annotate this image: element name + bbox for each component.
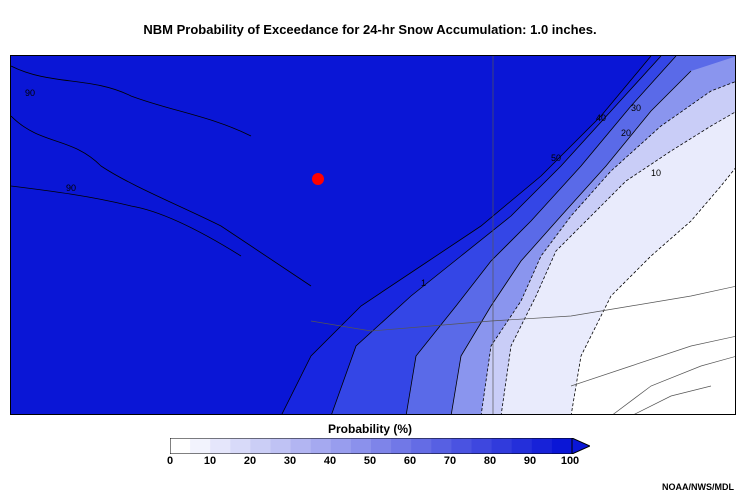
tick-label: 40 — [323, 455, 337, 467]
dashed-contours — [480, 81, 735, 414]
boundary-lines — [310, 56, 735, 414]
colorbar-cell — [511, 438, 533, 454]
color-bar — [170, 438, 590, 454]
tick-label: 80 — [483, 455, 497, 467]
map-title: NBM Probability of Exceedance for 24-hr … — [143, 22, 597, 37]
location-marker — [312, 173, 324, 185]
contour-label: 50 — [551, 153, 561, 163]
probability-map[interactable]: 90 90 50 40 30 20 10 1 — [10, 55, 736, 415]
contour-label: 20 — [621, 128, 631, 138]
colorbar-cell — [310, 438, 332, 454]
colorbar-cell — [391, 438, 412, 454]
tick-label: 50 — [363, 455, 377, 467]
colorbar-cell — [471, 438, 493, 454]
colorbar-cell — [411, 438, 432, 454]
tick-label: 90 — [523, 455, 537, 467]
colorbar-cell — [330, 438, 352, 454]
contour-lines — [11, 56, 692, 414]
colorbar-cell — [290, 438, 312, 454]
colorbar-ticks: 0 10 20 30 40 50 60 70 80 90 100 — [166, 455, 590, 469]
tick-label: 70 — [443, 455, 457, 467]
contour-label: 40 — [596, 113, 606, 123]
legend-title: Probability (%) — [327, 422, 412, 436]
contour-label: 1 — [421, 278, 426, 288]
contour-label: 10 — [651, 168, 661, 178]
colorbar-cell — [250, 438, 271, 454]
colorbar-cell — [210, 438, 231, 454]
tick-label: 10 — [203, 455, 217, 467]
credit-text: NOAA/NWS/MDL — [662, 482, 734, 492]
contour-label: 30 — [631, 103, 641, 113]
colorbar-cell — [551, 438, 573, 454]
colorbar-cell — [230, 438, 251, 454]
tick-label: 60 — [403, 455, 417, 467]
colorbar-cell — [431, 438, 452, 454]
contour-label: 90 — [25, 88, 35, 98]
tick-label: 20 — [243, 455, 257, 467]
colorbar-cell — [371, 438, 392, 454]
colorbar-cell — [170, 438, 191, 454]
colorbar-cell — [491, 438, 513, 454]
colorbar-arrow — [571, 438, 590, 454]
colorbar-cell — [350, 438, 372, 454]
tick-label: 30 — [283, 455, 297, 467]
tick-label: 100 — [560, 455, 580, 467]
contour-label: 90 — [66, 183, 76, 193]
zero-region — [571, 168, 735, 414]
tick-label: 0 — [166, 455, 174, 467]
colorbar-cell — [270, 438, 292, 454]
colorbar-cell — [451, 438, 472, 454]
colorbar-cell — [531, 438, 553, 454]
colorbar-cell — [190, 438, 211, 454]
